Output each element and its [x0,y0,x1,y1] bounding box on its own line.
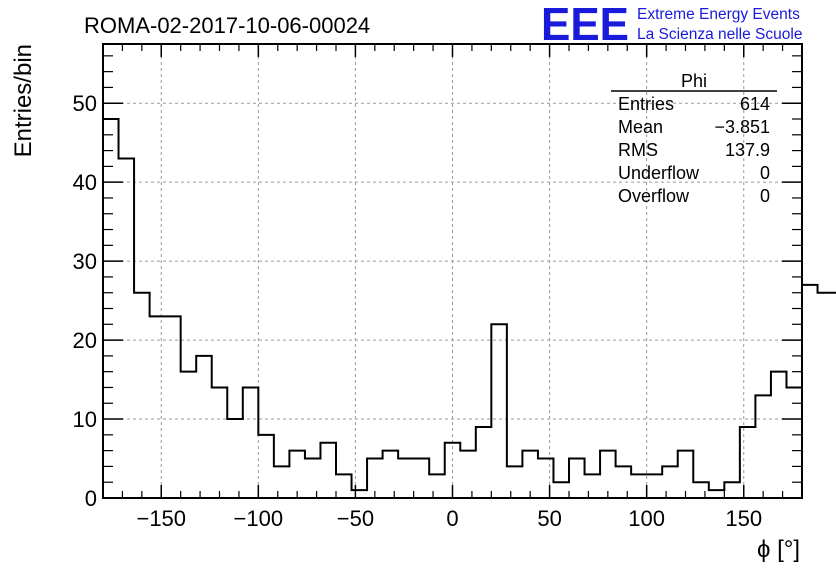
histogram-bin [771,372,787,498]
histogram-bin [274,466,290,498]
histogram-bin [460,451,476,498]
y-tick-label: 0 [85,486,97,511]
stats-value: −3.851 [714,117,770,137]
histogram-bin [724,482,740,498]
y-tick-label: 20 [73,328,97,353]
histogram-bin [196,356,212,498]
histogram-bin [320,443,336,498]
stats-label: Underflow [618,163,700,183]
x-tick-label: −50 [337,506,374,531]
histogram-bin [119,158,135,498]
grid-lines [103,44,802,498]
y-tick-label: 10 [73,407,97,432]
chart-title: ROMA-02-2017-10-06-00024 [84,13,370,38]
histogram-bin [709,490,725,498]
stats-value: 0 [760,186,770,206]
x-axis-title: ϕ [°] [757,536,800,563]
stats-box-name: Phi [681,71,707,91]
x-tick-label: −100 [234,506,284,531]
x-tick-label: 100 [628,506,665,531]
y-tick-label: 40 [73,170,97,195]
histogram-bin [243,387,259,498]
histogram-bin [755,395,771,498]
stats-value: 137.9 [725,140,770,160]
histogram-bin [476,427,492,498]
x-tick-label: 50 [537,506,561,531]
logo-mark: EEE [541,0,629,50]
stats-value: 614 [740,94,770,114]
histogram-bin [802,285,818,498]
stats-label: Mean [618,117,663,137]
stats-label: RMS [618,140,658,160]
histogram-bin [507,466,523,498]
y-tick-labels: 0 10 20 30 40 50 [73,91,97,511]
histogram-bin [647,474,663,498]
histogram-bin [352,490,368,498]
plot-frame [102,43,803,499]
histogram-bin [678,451,694,498]
histogram-bin [150,316,166,498]
x-tick-label: 0 [446,506,458,531]
histogram-bin [414,459,430,498]
histogram-bin [538,459,554,498]
histogram-bin [522,451,538,498]
histogram-bin [227,419,243,498]
stats-value: 0 [760,163,770,183]
histogram-bin [600,451,616,498]
histogram-bin [212,387,228,498]
histogram-bin [258,435,274,498]
histogram-bin [429,474,445,498]
histogram-bin [585,474,601,498]
histogram-bin [336,474,352,498]
histogram-bin [289,451,305,498]
histogram-bin [740,427,756,498]
histogram-series [103,118,836,498]
x-tick-labels: −150 −100 −50 0 50 100 150 [136,506,762,531]
stats-label: Entries [618,94,674,114]
x-tick-label: −150 [136,506,186,531]
histogram-bin [616,466,632,498]
histogram-bin [693,482,709,498]
histogram-bin [305,459,321,498]
histogram-bin [569,459,585,498]
histogram-bin [553,482,569,498]
histogram-bin [662,466,678,498]
y-axis-title: Entries/bin [10,44,37,157]
histogram-bin [165,316,181,498]
y-tick-label: 50 [73,91,97,116]
histogram-bin [398,459,414,498]
logo-line-1: Extreme Energy Events [637,6,800,23]
histogram-step-line [103,118,836,492]
logo-line-2: La Scienza nelle Scuole [637,26,802,43]
y-tick-label: 30 [73,249,97,274]
histogram-bin [134,293,150,498]
stats-label: Overflow [618,186,690,206]
histogram-bin [383,451,399,498]
histogram-bin [786,387,802,498]
x-tick-label: 150 [725,506,762,531]
eee-logo: EEE Extreme Energy Events La Scienza nel… [541,0,802,50]
histogram-bin [491,324,507,498]
stats-box: Phi Entries 614 Mean −3.851 RMS 137.9 Underflo… [611,71,777,206]
histogram-bin [181,372,197,498]
histogram-bin [631,474,647,498]
histogram-bin [818,293,834,498]
